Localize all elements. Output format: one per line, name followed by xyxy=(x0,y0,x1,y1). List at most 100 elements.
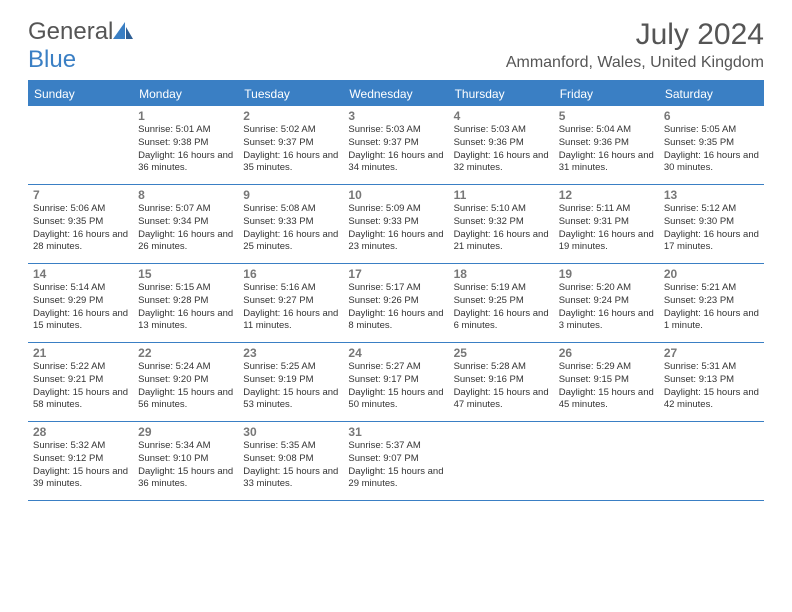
day-cell: 30Sunrise: 5:35 AMSunset: 9:08 PMDayligh… xyxy=(238,422,343,500)
day-info: Sunrise: 5:03 AMSunset: 9:37 PMDaylight:… xyxy=(348,124,443,175)
day-info: Sunrise: 5:01 AMSunset: 9:38 PMDaylight:… xyxy=(138,124,233,175)
day-number: 14 xyxy=(33,267,128,281)
day-header-cell: Monday xyxy=(133,82,238,106)
day-info: Sunrise: 5:09 AMSunset: 9:33 PMDaylight:… xyxy=(348,203,443,254)
day-number: 18 xyxy=(454,267,549,281)
day-cell: 29Sunrise: 5:34 AMSunset: 9:10 PMDayligh… xyxy=(133,422,238,500)
day-number: 31 xyxy=(348,425,443,439)
day-cell xyxy=(28,106,133,184)
day-cell: 19Sunrise: 5:20 AMSunset: 9:24 PMDayligh… xyxy=(554,264,659,342)
day-cell: 6Sunrise: 5:05 AMSunset: 9:35 PMDaylight… xyxy=(659,106,764,184)
day-cell: 8Sunrise: 5:07 AMSunset: 9:34 PMDaylight… xyxy=(133,185,238,263)
day-number: 20 xyxy=(664,267,759,281)
day-info: Sunrise: 5:29 AMSunset: 9:15 PMDaylight:… xyxy=(559,361,654,412)
day-cell: 24Sunrise: 5:27 AMSunset: 9:17 PMDayligh… xyxy=(343,343,448,421)
day-cell: 14Sunrise: 5:14 AMSunset: 9:29 PMDayligh… xyxy=(28,264,133,342)
day-number: 23 xyxy=(243,346,338,360)
day-number: 6 xyxy=(664,109,759,123)
logo-sail-icon xyxy=(113,21,135,39)
day-number: 8 xyxy=(138,188,233,202)
week-row: 1Sunrise: 5:01 AMSunset: 9:38 PMDaylight… xyxy=(28,106,764,185)
day-info: Sunrise: 5:31 AMSunset: 9:13 PMDaylight:… xyxy=(664,361,759,412)
day-info: Sunrise: 5:32 AMSunset: 9:12 PMDaylight:… xyxy=(33,440,128,491)
logo: General Blue xyxy=(28,18,135,74)
day-header-cell: Tuesday xyxy=(238,82,343,106)
day-number: 29 xyxy=(138,425,233,439)
day-info: Sunrise: 5:11 AMSunset: 9:31 PMDaylight:… xyxy=(559,203,654,254)
day-number: 21 xyxy=(33,346,128,360)
day-cell: 20Sunrise: 5:21 AMSunset: 9:23 PMDayligh… xyxy=(659,264,764,342)
day-info: Sunrise: 5:19 AMSunset: 9:25 PMDaylight:… xyxy=(454,282,549,333)
week-row: 28Sunrise: 5:32 AMSunset: 9:12 PMDayligh… xyxy=(28,422,764,501)
day-info: Sunrise: 5:07 AMSunset: 9:34 PMDaylight:… xyxy=(138,203,233,254)
day-number: 19 xyxy=(559,267,654,281)
day-info: Sunrise: 5:10 AMSunset: 9:32 PMDaylight:… xyxy=(454,203,549,254)
day-number: 9 xyxy=(243,188,338,202)
day-info: Sunrise: 5:25 AMSunset: 9:19 PMDaylight:… xyxy=(243,361,338,412)
day-number: 5 xyxy=(559,109,654,123)
day-header-cell: Friday xyxy=(554,82,659,106)
day-cell: 1Sunrise: 5:01 AMSunset: 9:38 PMDaylight… xyxy=(133,106,238,184)
day-number: 24 xyxy=(348,346,443,360)
day-info: Sunrise: 5:21 AMSunset: 9:23 PMDaylight:… xyxy=(664,282,759,333)
location: Ammanford, Wales, United Kingdom xyxy=(506,54,764,72)
day-number: 15 xyxy=(138,267,233,281)
week-row: 7Sunrise: 5:06 AMSunset: 9:35 PMDaylight… xyxy=(28,185,764,264)
day-cell xyxy=(554,422,659,500)
day-cell: 21Sunrise: 5:22 AMSunset: 9:21 PMDayligh… xyxy=(28,343,133,421)
day-cell: 9Sunrise: 5:08 AMSunset: 9:33 PMDaylight… xyxy=(238,185,343,263)
week-row: 21Sunrise: 5:22 AMSunset: 9:21 PMDayligh… xyxy=(28,343,764,422)
day-info: Sunrise: 5:15 AMSunset: 9:28 PMDaylight:… xyxy=(138,282,233,333)
day-cell: 25Sunrise: 5:28 AMSunset: 9:16 PMDayligh… xyxy=(449,343,554,421)
day-info: Sunrise: 5:16 AMSunset: 9:27 PMDaylight:… xyxy=(243,282,338,333)
day-cell: 10Sunrise: 5:09 AMSunset: 9:33 PMDayligh… xyxy=(343,185,448,263)
day-info: Sunrise: 5:05 AMSunset: 9:35 PMDaylight:… xyxy=(664,124,759,175)
day-info: Sunrise: 5:06 AMSunset: 9:35 PMDaylight:… xyxy=(33,203,128,254)
logo-text: General Blue xyxy=(28,18,135,74)
day-cell: 23Sunrise: 5:25 AMSunset: 9:19 PMDayligh… xyxy=(238,343,343,421)
day-header-cell: Wednesday xyxy=(343,82,448,106)
day-cell: 17Sunrise: 5:17 AMSunset: 9:26 PMDayligh… xyxy=(343,264,448,342)
day-cell xyxy=(659,422,764,500)
day-cell: 22Sunrise: 5:24 AMSunset: 9:20 PMDayligh… xyxy=(133,343,238,421)
day-number: 10 xyxy=(348,188,443,202)
day-number: 27 xyxy=(664,346,759,360)
day-number: 11 xyxy=(454,188,549,202)
day-info: Sunrise: 5:02 AMSunset: 9:37 PMDaylight:… xyxy=(243,124,338,175)
day-info: Sunrise: 5:27 AMSunset: 9:17 PMDaylight:… xyxy=(348,361,443,412)
day-number: 22 xyxy=(138,346,233,360)
day-cell: 18Sunrise: 5:19 AMSunset: 9:25 PMDayligh… xyxy=(449,264,554,342)
day-number: 25 xyxy=(454,346,549,360)
month-title: July 2024 xyxy=(506,18,764,52)
day-info: Sunrise: 5:34 AMSunset: 9:10 PMDaylight:… xyxy=(138,440,233,491)
day-cell: 27Sunrise: 5:31 AMSunset: 9:13 PMDayligh… xyxy=(659,343,764,421)
day-header-cell: Saturday xyxy=(659,82,764,106)
day-info: Sunrise: 5:17 AMSunset: 9:26 PMDaylight:… xyxy=(348,282,443,333)
day-number: 2 xyxy=(243,109,338,123)
day-info: Sunrise: 5:04 AMSunset: 9:36 PMDaylight:… xyxy=(559,124,654,175)
day-number: 7 xyxy=(33,188,128,202)
week-row: 14Sunrise: 5:14 AMSunset: 9:29 PMDayligh… xyxy=(28,264,764,343)
day-cell: 4Sunrise: 5:03 AMSunset: 9:36 PMDaylight… xyxy=(449,106,554,184)
day-cell: 7Sunrise: 5:06 AMSunset: 9:35 PMDaylight… xyxy=(28,185,133,263)
day-cell: 28Sunrise: 5:32 AMSunset: 9:12 PMDayligh… xyxy=(28,422,133,500)
day-info: Sunrise: 5:28 AMSunset: 9:16 PMDaylight:… xyxy=(454,361,549,412)
day-cell: 5Sunrise: 5:04 AMSunset: 9:36 PMDaylight… xyxy=(554,106,659,184)
day-header-cell: Sunday xyxy=(28,82,133,106)
day-number: 17 xyxy=(348,267,443,281)
day-info: Sunrise: 5:35 AMSunset: 9:08 PMDaylight:… xyxy=(243,440,338,491)
day-info: Sunrise: 5:20 AMSunset: 9:24 PMDaylight:… xyxy=(559,282,654,333)
day-cell: 11Sunrise: 5:10 AMSunset: 9:32 PMDayligh… xyxy=(449,185,554,263)
day-cell: 31Sunrise: 5:37 AMSunset: 9:07 PMDayligh… xyxy=(343,422,448,500)
day-info: Sunrise: 5:37 AMSunset: 9:07 PMDaylight:… xyxy=(348,440,443,491)
day-info: Sunrise: 5:22 AMSunset: 9:21 PMDaylight:… xyxy=(33,361,128,412)
logo-text-1: General xyxy=(28,18,113,45)
day-header-row: SundayMondayTuesdayWednesdayThursdayFrid… xyxy=(28,82,764,106)
day-number: 26 xyxy=(559,346,654,360)
day-number: 12 xyxy=(559,188,654,202)
day-number: 16 xyxy=(243,267,338,281)
day-number: 28 xyxy=(33,425,128,439)
day-header-cell: Thursday xyxy=(449,82,554,106)
day-number: 1 xyxy=(138,109,233,123)
day-info: Sunrise: 5:03 AMSunset: 9:36 PMDaylight:… xyxy=(454,124,549,175)
